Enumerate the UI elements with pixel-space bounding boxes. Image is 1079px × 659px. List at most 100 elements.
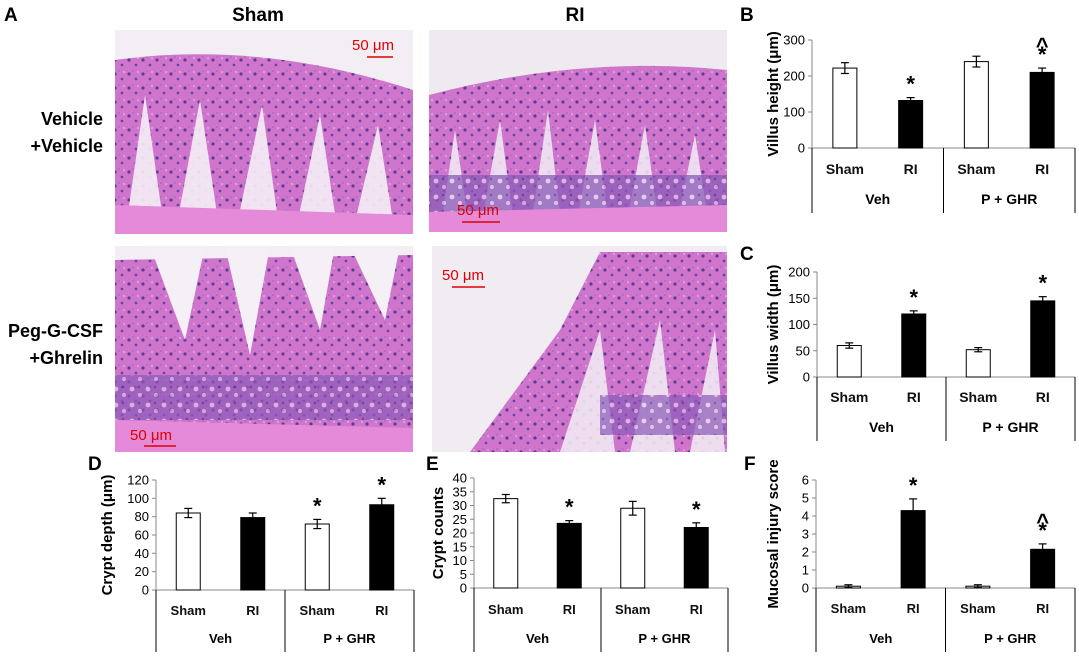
y-tick-label: 100 (783, 105, 805, 120)
y-tick-label: 0 (460, 581, 467, 596)
category-label: RI (904, 161, 918, 177)
y-tick-label: 100 (788, 317, 810, 332)
bar (898, 99, 924, 149)
category-label: Sham (831, 601, 866, 616)
y-tick-label: 40 (453, 471, 467, 486)
panel-letter-a: A (4, 5, 18, 26)
y-tick-label: 3 (802, 527, 809, 542)
significance-star: * (909, 285, 918, 310)
significance-star: * (909, 473, 918, 498)
significance-star: * (1038, 271, 1047, 296)
significance-caret: ^ (1036, 509, 1049, 534)
y-axis-label: Mucosal injury score (765, 459, 782, 608)
y-tick-label: 4 (802, 509, 809, 524)
y-tick-label: 100 (127, 491, 149, 506)
chart-b: B Villus height (μm) 0 100 200 300 Sham RI Sham R… (740, 5, 1076, 213)
scale-bar-label-2: 50 μm (457, 202, 499, 219)
histology-panel: A Sham RI Vehicle +Vehicle Peg-G-CSF +Gh… (4, 5, 727, 452)
group-label: P + GHR (981, 191, 1037, 207)
row-header-vehicle-line2: +Vehicle (30, 136, 103, 156)
y-axis-label: Crypt depth (μm) (99, 475, 116, 596)
bar (304, 523, 330, 591)
category-label: Sham (615, 602, 650, 617)
y-tick-label: 40 (135, 546, 149, 561)
y-tick-label: 6 (802, 473, 809, 488)
bar (556, 522, 582, 589)
category-label: RI (563, 602, 576, 617)
category-label: Sham (826, 161, 864, 177)
category-label: Sham (488, 602, 523, 617)
category-label: RI (1035, 161, 1049, 177)
panel-letter-e: E (426, 454, 439, 475)
y-tick-label: 30 (453, 498, 467, 513)
y-tick-label: 150 (788, 291, 810, 306)
y-tick-label: 0 (142, 583, 149, 598)
row-header-vehicle-line1: Vehicle (41, 109, 103, 129)
category-label: RI (690, 602, 703, 617)
bar (493, 498, 519, 589)
scale-bar-label-1: 50 μm (352, 37, 394, 54)
column-header-sham: Sham (232, 5, 284, 26)
row-header-peg-line2: +Ghrelin (29, 348, 103, 368)
y-tick-label: 2 (802, 545, 809, 560)
bar (1030, 548, 1056, 589)
significance-star: * (1038, 42, 1047, 67)
row-header-peg-line1: Peg-G-CSF (8, 321, 103, 341)
group-label: P + GHR (982, 419, 1038, 435)
significance-star: * (313, 493, 322, 518)
group-label: P + GHR (984, 631, 1037, 646)
micrograph-sham-peg: 50 μm (115, 246, 413, 452)
category-label: RI (907, 389, 921, 405)
y-tick-label: 120 (127, 473, 149, 488)
y-tick-label: 0 (798, 141, 805, 156)
category-label: RI (907, 601, 920, 616)
y-tick-label: 300 (783, 33, 805, 48)
group-label: Veh (209, 631, 232, 646)
y-tick-label: 15 (453, 539, 467, 554)
category-label: RI (246, 603, 259, 618)
bar (901, 313, 927, 378)
bar (240, 517, 266, 591)
significance-star: * (565, 495, 574, 520)
group-label: P + GHR (638, 631, 691, 646)
category-label: Sham (960, 601, 995, 616)
column-header-ri: RI (566, 5, 585, 26)
significance-star: * (1038, 518, 1047, 543)
y-tick-label: 200 (783, 69, 805, 84)
bar (683, 527, 709, 589)
chart-c: C Villus width (μm) 0 50 100 150 200 Sham RI Sham… (740, 244, 1076, 441)
micrograph-ri-vehicle: 50 μm (429, 30, 727, 232)
significance-star: * (906, 72, 915, 97)
bar (369, 504, 395, 591)
bar (1030, 300, 1056, 378)
y-tick-label: 5 (460, 567, 467, 582)
bar (1029, 71, 1055, 149)
category-label: RI (375, 603, 388, 618)
panel-letter-b: B (740, 5, 754, 26)
group-label: P + GHR (323, 631, 376, 646)
y-tick-label: 20 (135, 564, 149, 579)
category-label: Sham (300, 603, 335, 618)
y-axis-label: Crypt counts (430, 487, 447, 580)
y-tick-label: 200 (788, 265, 810, 280)
micrograph-ri-peg: 50 μm (432, 246, 727, 452)
group-label: Veh (869, 419, 894, 435)
category-label: RI (1036, 601, 1049, 616)
panel-letter-c: C (740, 244, 754, 265)
micrograph-sham-vehicle: 50 μm (115, 30, 413, 235)
y-tick-label: 50 (796, 343, 810, 358)
panel-letter-d: D (88, 454, 102, 475)
category-label: Sham (830, 389, 868, 405)
y-tick-label: 0 (803, 370, 810, 385)
y-tick-label: 80 (135, 509, 149, 524)
y-axis-label: Villus width (μm) (765, 265, 782, 385)
category-label: Sham (959, 389, 997, 405)
y-tick-label: 10 (453, 553, 467, 568)
bar (175, 512, 201, 591)
y-tick-label: 0 (802, 581, 809, 596)
bar (620, 507, 646, 589)
